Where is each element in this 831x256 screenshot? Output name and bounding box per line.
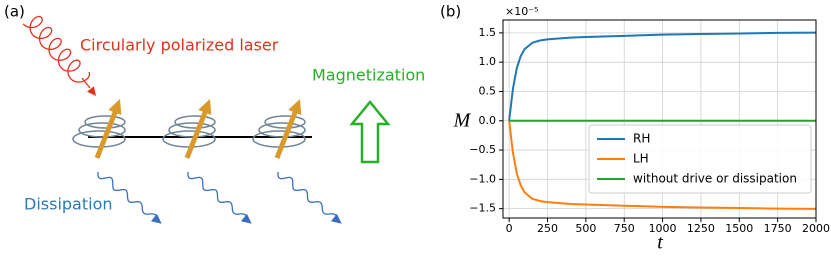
- arrow-head: [330, 213, 342, 224]
- x-axis-label: t: [657, 232, 663, 254]
- plot-frame: [502, 19, 817, 219]
- x-tick-label: 0: [506, 222, 513, 235]
- precession-orbit: [168, 122, 216, 138]
- precession-orbit: [264, 115, 306, 129]
- y-tick-label: 0.5: [479, 84, 497, 97]
- x-tick-label: 1750: [764, 222, 792, 235]
- y-axis-label: M: [453, 110, 472, 132]
- dissipation-label: Dissipation: [24, 195, 113, 214]
- precession-orbit: [72, 130, 126, 148]
- y-tick-label: −1.0: [469, 172, 496, 185]
- laser-arrow: [81, 77, 91, 89]
- legend-label: without drive or dissipation: [633, 172, 797, 186]
- arrow-head: [108, 99, 122, 115]
- magnetization-arrow: [349, 100, 391, 164]
- coil: [22, 15, 91, 83]
- x-tick-label: 1500: [725, 222, 753, 235]
- legend-label: LH: [633, 152, 649, 166]
- spin-arrow: [274, 109, 299, 159]
- y-multiplier: ×10⁻⁵: [505, 5, 538, 18]
- y-tick-label: 1.0: [479, 55, 497, 68]
- x-tick-label: 2000: [802, 222, 830, 235]
- panel-label: (b): [440, 3, 461, 21]
- precession-orbit: [162, 130, 216, 148]
- precession-orbit: [174, 115, 216, 129]
- x-tick-label: 1250: [687, 222, 715, 235]
- panel-label: (a): [4, 3, 25, 21]
- spin-arrow: [184, 109, 209, 159]
- precession-orbit: [78, 122, 126, 138]
- x-tick-label: 500: [575, 222, 596, 235]
- x-tick-label: 1000: [649, 222, 677, 235]
- y-tick-label: −1.5: [469, 202, 496, 215]
- legend-label: RH: [633, 132, 650, 146]
- wavy-line: [277, 172, 338, 221]
- arrow-head: [240, 213, 252, 224]
- arrow-head: [288, 99, 302, 115]
- arrow-head: [150, 213, 162, 224]
- wavy-line: [97, 172, 158, 221]
- precession-orbit: [252, 130, 306, 148]
- wavy-line: [187, 172, 248, 221]
- spin-arrow: [94, 109, 119, 159]
- precession-orbit: [84, 115, 126, 129]
- precession-orbit: [258, 122, 306, 138]
- x-tick-label: 750: [614, 222, 635, 235]
- magnetization-label: Magnetization: [312, 66, 425, 85]
- line-series: [508, 120, 817, 210]
- x-tick-label: 250: [537, 222, 558, 235]
- y-tick-label: 0.0: [479, 114, 497, 127]
- arrow-head: [198, 99, 212, 115]
- arrow-head: [87, 86, 96, 96]
- y-tick-label: −0.5: [469, 143, 496, 156]
- laser-label: Circularly polarized laser: [80, 36, 279, 55]
- y-tick-label: 1.5: [479, 26, 497, 39]
- line-series: [508, 31, 817, 121]
- legend-box: [588, 124, 812, 194]
